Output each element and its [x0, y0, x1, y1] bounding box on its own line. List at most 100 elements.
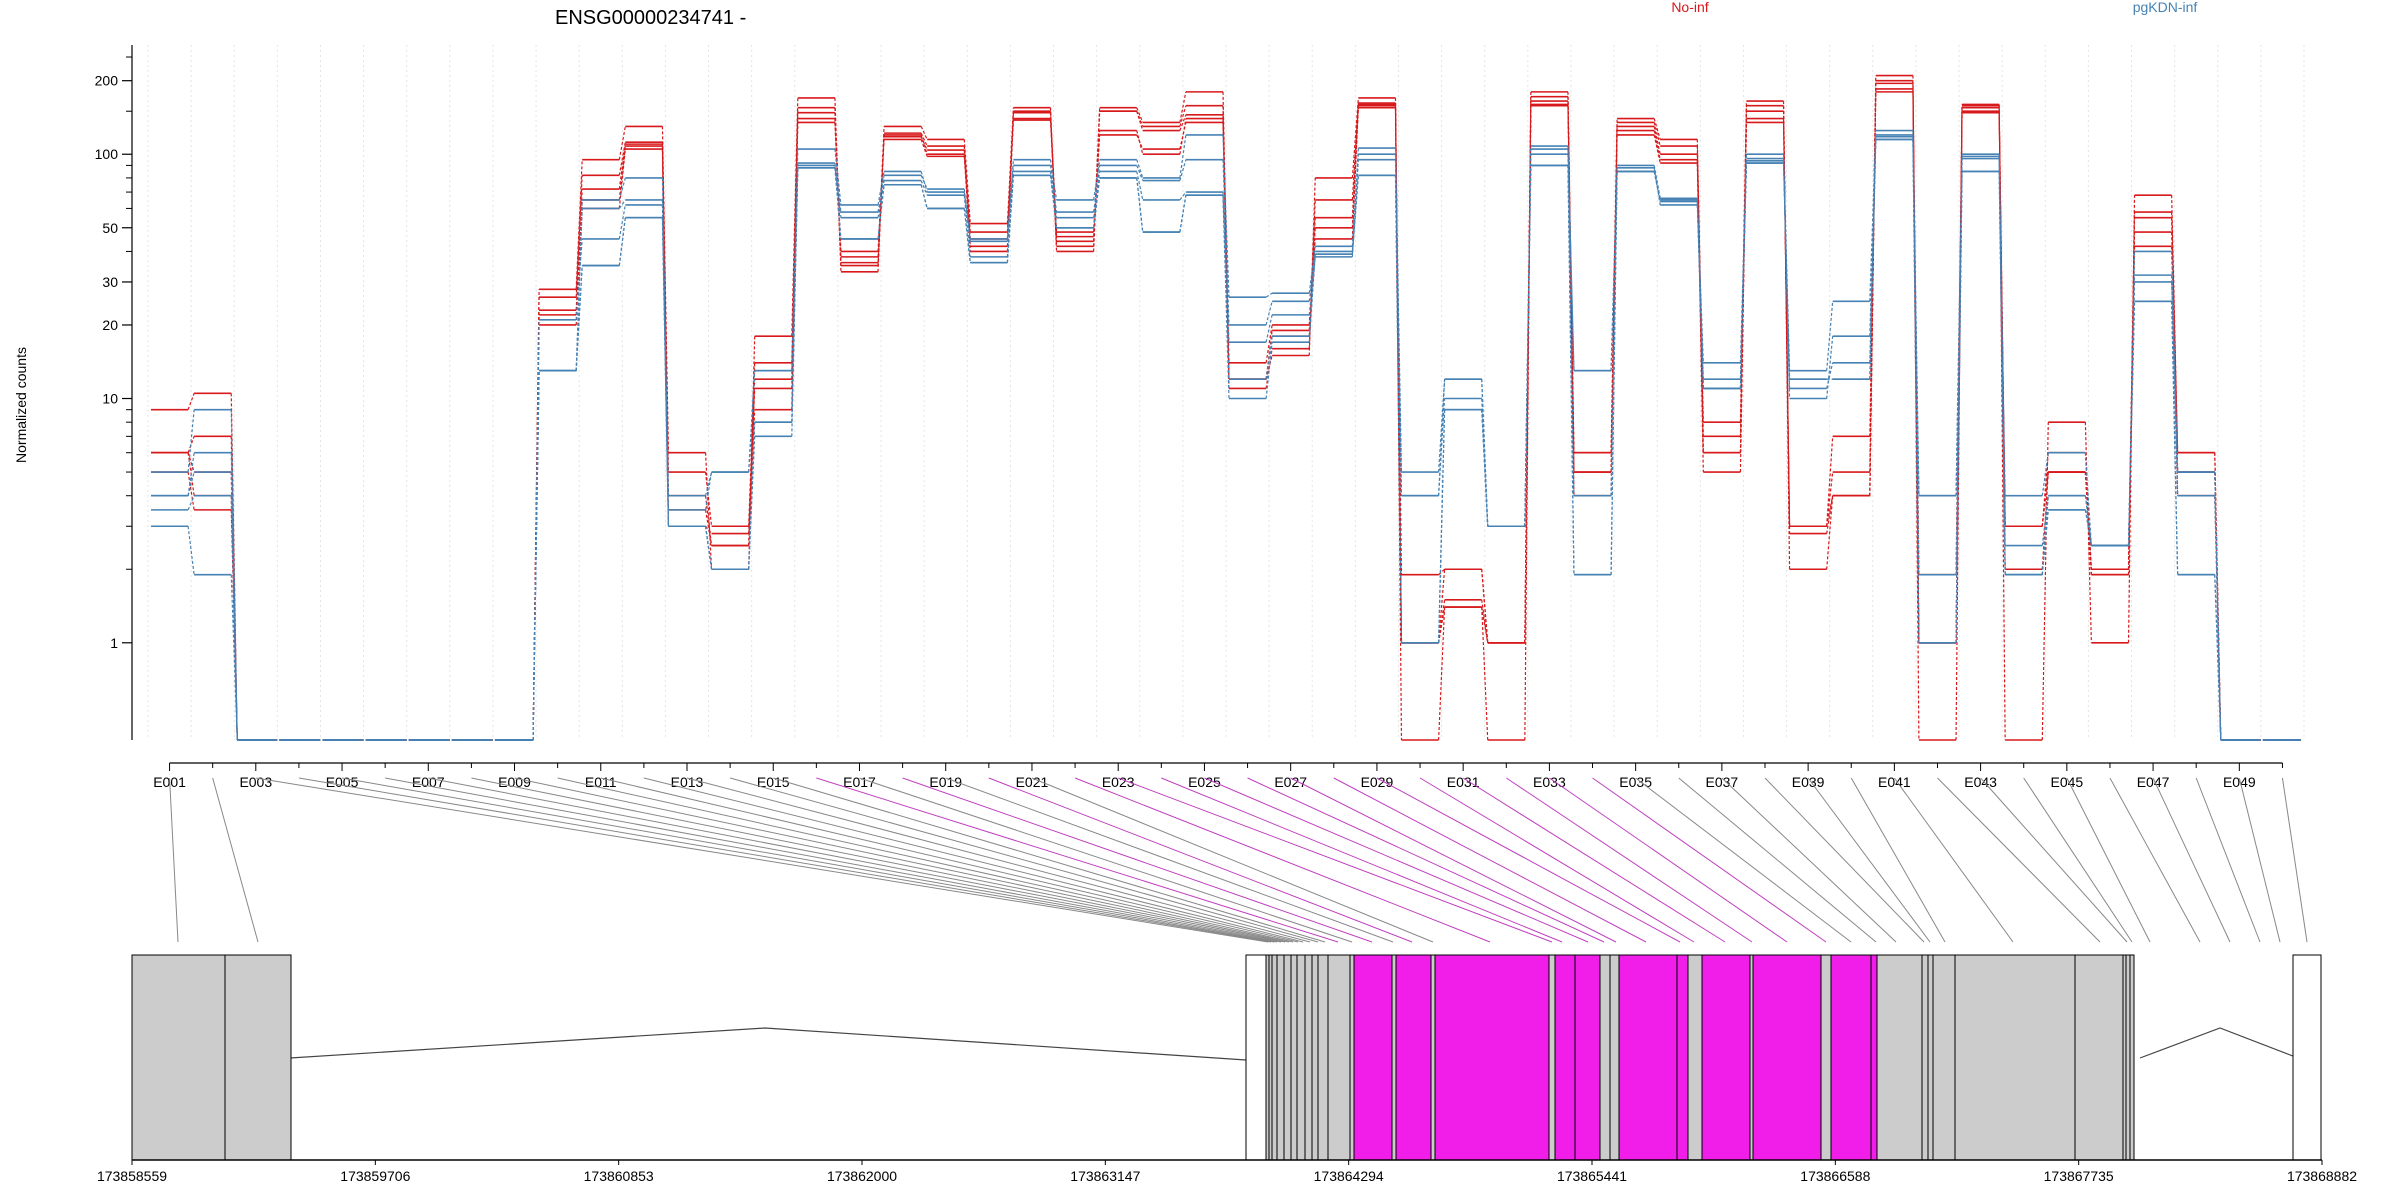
data-connector	[187, 393, 195, 410]
exon-connector	[1118, 777, 1553, 943]
data-connector	[2214, 574, 2222, 741]
series-pgkdn-inf	[151, 138, 2301, 741]
data-connector	[1179, 105, 1187, 127]
genome-tick-label: 173864294	[1314, 1168, 1384, 1184]
exon-block	[1618, 954, 1678, 1161]
data-connector	[1955, 171, 1963, 643]
exon-connector	[988, 777, 1413, 943]
data-connector	[1308, 246, 1316, 294]
exon-block	[1830, 954, 1872, 1161]
exon-connector	[1635, 777, 1852, 943]
exon-block	[1276, 954, 1285, 1161]
data-connector	[1265, 342, 1273, 399]
x-tick-label: E025	[1188, 774, 1221, 790]
data-connector	[920, 134, 928, 155]
data-connector	[1955, 158, 1963, 496]
data-connector	[1653, 134, 1661, 164]
data-connector	[704, 509, 713, 546]
exon-block	[1353, 954, 1393, 1161]
data-connector	[618, 144, 626, 190]
data-connector	[2041, 422, 2049, 741]
data-connector	[1998, 171, 2006, 575]
data-connector	[963, 139, 971, 224]
data-connector	[2214, 452, 2222, 741]
exon-connector	[298, 777, 1272, 943]
data-connector	[1136, 159, 1144, 179]
exon-block	[1921, 954, 1929, 1161]
exon-block	[2129, 954, 2135, 1161]
exon-block	[1954, 954, 2076, 1161]
exon-connector	[643, 777, 1304, 943]
x-tick-label: E017	[843, 774, 876, 790]
x-tick-label: E035	[1619, 774, 1652, 790]
legend-label-no-inf: No-inf	[1671, 0, 1708, 15]
data-connector	[1049, 159, 1058, 201]
data-connector	[1438, 568, 1446, 576]
exon-block	[1927, 954, 1934, 1161]
exon-connector	[600, 777, 1299, 943]
genome-tick-label: 173860853	[584, 1168, 654, 1184]
exon-connector	[341, 777, 1275, 943]
data-connector	[2041, 471, 2049, 527]
data-connector	[1438, 398, 1446, 496]
exon-block	[1311, 954, 1319, 1161]
exon-block	[1599, 954, 1611, 1161]
data-connector	[1049, 165, 1058, 213]
y-axis-title: Normalized counts	[13, 347, 29, 463]
data-connector	[834, 167, 842, 239]
exon-block	[1820, 954, 1832, 1161]
data-connector	[187, 495, 195, 511]
data-connector	[705, 525, 713, 534]
data-connector	[1222, 195, 1230, 399]
exon-block	[1395, 954, 1432, 1161]
data-connector	[877, 139, 885, 266]
data-connector	[963, 208, 971, 263]
exon-block	[1609, 954, 1620, 1161]
data-connector	[1610, 134, 1618, 453]
data-connector	[704, 452, 713, 570]
data-connector	[230, 574, 238, 741]
data-connector	[1006, 165, 1014, 242]
data-connector	[2171, 275, 2179, 496]
data-connector	[1136, 130, 1144, 155]
data-connector	[834, 165, 842, 218]
data-connector	[1093, 165, 1101, 213]
data-connector	[1739, 163, 1748, 389]
data-connector	[748, 422, 756, 570]
data-connector	[1912, 139, 1920, 643]
data-connector	[1869, 88, 1877, 496]
exon-block	[1687, 954, 1703, 1161]
gene-model-track	[131, 954, 2322, 1161]
exon-connector	[1462, 777, 1726, 943]
data-connector	[920, 132, 928, 147]
exon-connector	[1980, 777, 2128, 943]
data-connector	[230, 495, 238, 741]
data-connector	[1610, 171, 1618, 575]
data-connector	[2041, 495, 2049, 546]
data-connector	[920, 139, 928, 157]
data-connector	[1826, 495, 1834, 534]
data-connector	[2084, 472, 2092, 570]
y-tick-label: 20	[102, 317, 118, 333]
data-connector	[1826, 436, 1834, 527]
data-connector	[1265, 292, 1273, 298]
data-connector	[2041, 472, 2049, 570]
data-connector	[1567, 146, 1575, 371]
exon-connector	[2023, 777, 2133, 943]
exon-connector-lines	[169, 777, 2308, 943]
genome-tick-label: 173866588	[1800, 1168, 1870, 1184]
exon-connector	[428, 777, 1282, 943]
x-tick-label: E045	[2050, 774, 2083, 790]
data-connector	[575, 265, 583, 371]
data-connector	[1653, 118, 1661, 140]
chart-title: ENSG00000234741 -	[555, 7, 746, 29]
genome-tick-label: 173858559	[97, 1168, 167, 1184]
genome-tick-label: 173863147	[1070, 1168, 1140, 1184]
exon-connector	[859, 777, 1353, 943]
data-connector	[1782, 163, 1791, 380]
exon-block	[1430, 954, 1436, 1161]
data-connector	[1265, 336, 1273, 380]
data-connector	[1006, 111, 1014, 239]
exon-connector	[1850, 777, 1946, 943]
exon-connector	[2238, 777, 2281, 943]
